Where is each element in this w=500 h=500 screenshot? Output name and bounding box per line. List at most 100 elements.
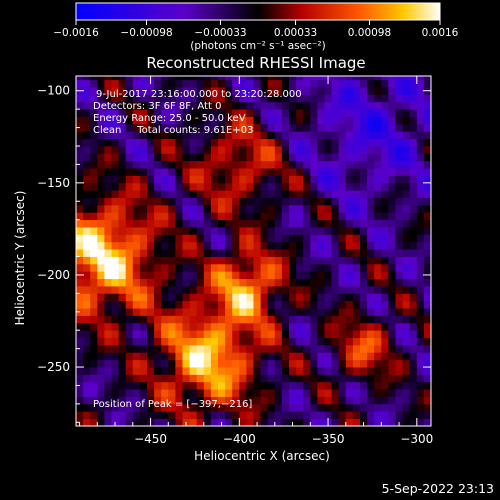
heatmap-cell — [125, 403, 134, 412]
heatmap-cell — [381, 367, 389, 375]
heatmap-cell — [232, 322, 240, 331]
heatmap-cell — [345, 293, 354, 302]
heatmap-cell — [218, 308, 226, 316]
heatmap-cell — [310, 374, 318, 383]
heatmap-cell — [125, 293, 134, 302]
heatmap-cell — [203, 396, 212, 405]
heatmap-cell — [97, 153, 105, 162]
heatmap-cell — [139, 337, 148, 346]
heatmap-cell — [303, 337, 311, 346]
heatmap-cell — [111, 293, 119, 302]
heatmap-cell — [83, 123, 91, 132]
heatmap-cell — [352, 109, 361, 117]
heatmap-cell — [423, 367, 431, 375]
heatmap-cell — [367, 403, 375, 412]
heatmap-cell — [189, 337, 198, 346]
heatmap-cell — [274, 190, 283, 198]
heatmap-cell — [352, 367, 361, 375]
heatmap-cell — [104, 101, 112, 110]
heatmap-cell — [267, 204, 276, 213]
heatmap-cell — [139, 190, 148, 198]
heatmap-cell — [118, 286, 127, 294]
heatmap-cell — [97, 219, 105, 228]
heatmap-cell — [90, 293, 98, 302]
heatmap-cell — [225, 403, 233, 412]
heatmap-cell — [409, 367, 418, 375]
heatmap-cell — [246, 160, 254, 169]
heatmap-cell — [409, 197, 418, 206]
heatmap-cell — [203, 381, 212, 390]
heatmap-cell — [182, 87, 190, 95]
heatmap-cell — [132, 359, 141, 368]
heatmap-cell — [232, 308, 240, 316]
heatmap-cell — [225, 175, 233, 184]
heatmap-cell — [409, 116, 418, 125]
heatmap-cell — [360, 308, 368, 316]
heatmap-cell — [381, 160, 389, 169]
heatmap-cell — [97, 160, 105, 169]
heatmap-cell — [345, 204, 354, 213]
heatmap-cell — [168, 322, 176, 331]
heatmap-cell — [281, 278, 290, 287]
heatmap-cell — [97, 359, 105, 368]
heatmap-cell — [210, 175, 219, 184]
heatmap-cell — [147, 190, 155, 198]
heatmap-cell — [239, 278, 247, 287]
heatmap-cell — [416, 212, 425, 221]
heatmap-cell — [267, 109, 276, 117]
heatmap-cell — [402, 219, 411, 228]
heatmap-cell — [90, 76, 98, 81]
heatmap-cell — [154, 352, 162, 361]
heatmap-cell — [90, 352, 98, 361]
heatmap-cell — [90, 168, 98, 176]
heatmap-cell — [296, 322, 304, 331]
heatmap-cell — [381, 219, 389, 228]
heatmap-cell — [90, 271, 98, 280]
heatmap-cell — [289, 278, 297, 287]
heatmap-cell — [161, 315, 169, 324]
heatmap-cell — [111, 234, 119, 243]
heatmap-cell — [161, 411, 169, 420]
heatmap-cell — [338, 322, 347, 331]
heatmap-cell — [182, 131, 190, 140]
heatmap-cell — [367, 330, 375, 338]
heatmap-cell — [168, 352, 176, 361]
heatmap-cell — [246, 315, 254, 324]
heatmap-cell — [267, 381, 276, 390]
heatmap-cell — [161, 308, 169, 316]
heatmap-cell — [331, 160, 340, 169]
heatmap-cell — [104, 352, 112, 361]
heatmap-cell — [232, 330, 240, 338]
heatmap-cell — [132, 234, 141, 243]
heatmap-cell — [352, 278, 361, 287]
heatmap-cell — [132, 286, 141, 294]
heatmap-cell — [388, 79, 396, 88]
heatmap-cell — [409, 300, 418, 309]
heatmap-cell — [324, 94, 332, 103]
heatmap-cell — [374, 352, 382, 361]
heatmap-cell — [388, 396, 396, 405]
heatmap-cell — [303, 389, 311, 397]
heatmap-cell — [147, 116, 155, 125]
heatmap-cell — [83, 79, 91, 88]
heatmap-cell — [345, 190, 354, 198]
heatmap-cell — [324, 160, 332, 169]
heatmap-cell — [125, 381, 134, 390]
heatmap-cell — [310, 197, 318, 206]
heatmap-cell — [239, 160, 247, 169]
heatmap-cell — [281, 249, 290, 257]
heatmap-cell — [210, 101, 219, 110]
heatmap-cell — [83, 197, 91, 206]
heatmap-cell — [331, 367, 340, 375]
heatmap-cell — [338, 256, 347, 265]
heatmap-cell — [161, 286, 169, 294]
heatmap-cell — [360, 146, 368, 154]
heatmap-cell — [118, 322, 127, 331]
heatmap-cell — [111, 168, 119, 176]
heatmap-cell — [317, 403, 325, 412]
heatmap-cell — [104, 87, 112, 95]
heatmap-cell — [345, 337, 354, 346]
y-tick-label: −100 — [37, 84, 70, 98]
heatmap-cell — [423, 418, 431, 426]
heatmap-cell — [338, 367, 347, 375]
